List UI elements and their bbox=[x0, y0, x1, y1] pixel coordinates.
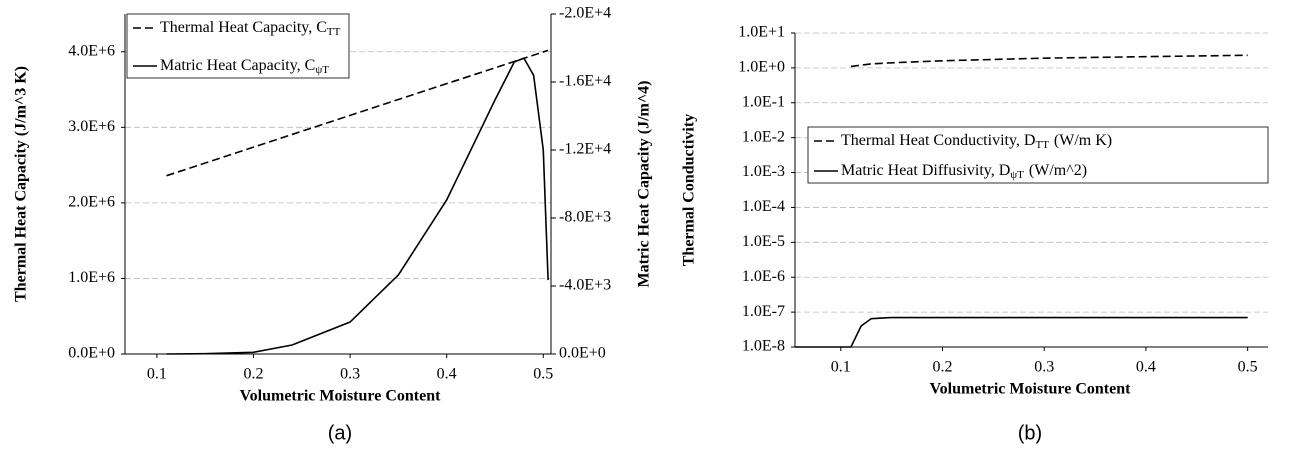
y2-axis-title: Matric Heat Capacity (J/m^4) bbox=[636, 80, 653, 287]
legend-subscript: ψT bbox=[315, 64, 329, 76]
y-tick-label: 1.0E+1 bbox=[738, 24, 785, 41]
legend-box bbox=[126, 13, 350, 79]
y-tick-label: 0.0E+0 bbox=[68, 345, 115, 362]
y-tick-label: 1.0E-1 bbox=[742, 93, 785, 110]
y-tick-label: 4.0E+6 bbox=[68, 42, 115, 59]
y-tick-label: 1.0E+6 bbox=[68, 269, 115, 286]
caption: (a) bbox=[328, 422, 352, 444]
y2-tick-label: -1.2E+4 bbox=[559, 141, 611, 158]
x-tick-label: 0.3 bbox=[340, 366, 360, 383]
y-tick-label: 1.0E-3 bbox=[742, 163, 785, 180]
x-tick-label: 0.4 bbox=[1136, 359, 1156, 376]
x-tick-label: 0.3 bbox=[1034, 359, 1054, 376]
y-tick-label: 1.0E-4 bbox=[742, 198, 785, 215]
y-axis-title: Thermal Heat Capacity (J/m^3 K) bbox=[13, 66, 30, 302]
x-tick-label: 0.1 bbox=[147, 366, 167, 383]
legend-label: Thermal Heat Capacity, CTT bbox=[160, 19, 341, 38]
legend-name: Thermal Heat Capacity, C bbox=[160, 19, 327, 36]
legend-unit: (W/m^2) bbox=[1029, 162, 1087, 179]
legend-box bbox=[807, 126, 1269, 184]
x-axis-title: Volumetric Moisture Content bbox=[240, 388, 442, 405]
y2-tick-label: -1.6E+4 bbox=[559, 73, 611, 90]
y-axis-title: Thermal Conductivity bbox=[681, 114, 698, 266]
legend-name: Matric Heat Diffusivity, D bbox=[841, 162, 1010, 179]
y-tick-label: 3.0E+6 bbox=[68, 118, 115, 135]
y-tick-label: 2.0E+6 bbox=[68, 194, 115, 211]
y-tick-label: 1.0E-7 bbox=[742, 303, 785, 320]
y-tick-label: 1.0E-2 bbox=[742, 128, 785, 145]
data-line bbox=[795, 316, 1248, 348]
legend-unit: (W/m K) bbox=[1054, 132, 1112, 149]
data-line bbox=[166, 57, 549, 355]
y2-tick-label: -2.0E+4 bbox=[559, 5, 611, 22]
legend-name: Matric Heat Capacity, C bbox=[160, 57, 315, 74]
x-axis-title: Volumetric Moisture Content bbox=[930, 381, 1132, 398]
x-tick-label: 0.1 bbox=[831, 359, 851, 376]
legend-subscript: TT bbox=[327, 26, 341, 38]
y2-tick-label: -4.0E+3 bbox=[559, 277, 611, 294]
y-tick-label: 1.0E-6 bbox=[742, 268, 785, 285]
data-line bbox=[850, 54, 1248, 68]
legend-label: Matric Heat Diffusivity, DψT (W/m^2) bbox=[841, 162, 1087, 181]
x-tick-label: 0.5 bbox=[1238, 359, 1258, 376]
legend-subscript: ψT bbox=[1010, 169, 1024, 181]
legend-subscript: TT bbox=[1035, 139, 1049, 151]
legend-name: Thermal Heat Conductivity, D bbox=[841, 132, 1035, 149]
legend-label: Thermal Heat Conductivity, DTT (W/m K) bbox=[841, 132, 1112, 151]
y2-tick-label: 0.0E+0 bbox=[559, 345, 606, 362]
y-tick-label: 1.0E-5 bbox=[742, 233, 785, 250]
x-tick-label: 0.2 bbox=[243, 366, 263, 383]
legend-label: Matric Heat Capacity, CψT bbox=[160, 57, 329, 76]
y2-tick-label: -8.0E+3 bbox=[559, 209, 611, 226]
caption: (b) bbox=[1018, 422, 1042, 444]
x-tick-label: 0.4 bbox=[437, 366, 457, 383]
y-tick-label: 1.0E-8 bbox=[742, 338, 785, 355]
x-tick-label: 0.2 bbox=[932, 359, 952, 376]
y-tick-label: 1.0E+0 bbox=[738, 59, 785, 76]
data-line bbox=[166, 49, 549, 177]
x-tick-label: 0.5 bbox=[533, 366, 553, 383]
